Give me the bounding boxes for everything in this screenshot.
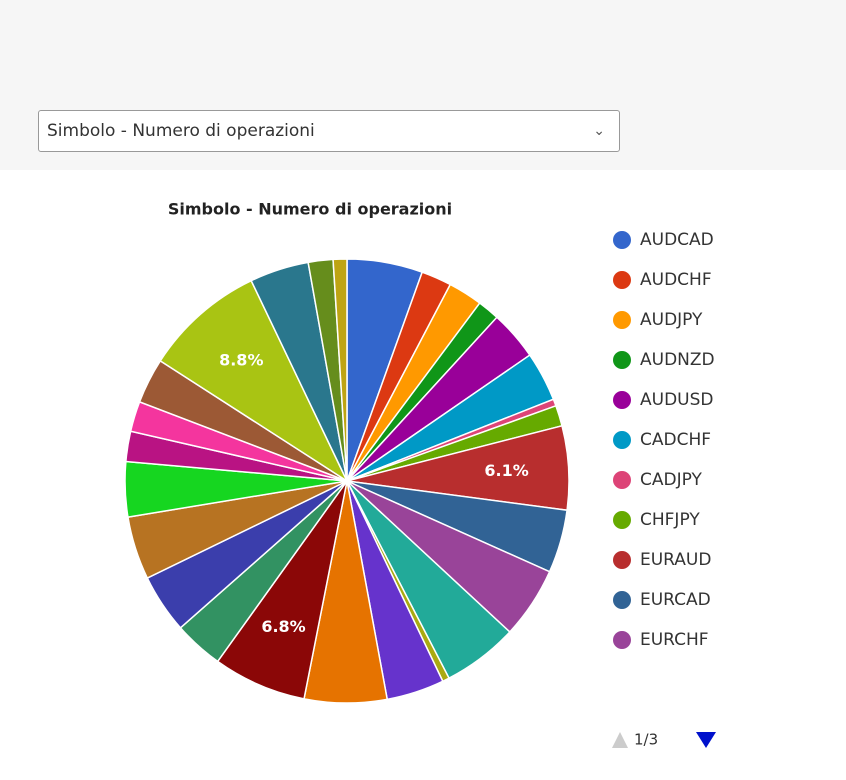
legend-page: 1/3 (634, 731, 658, 749)
legend-swatch (613, 591, 631, 609)
dropdown-arrow: ⌄ (593, 123, 605, 139)
pie-slice (159, 279, 349, 484)
chart: Simbolo - Numero di operazioni 6.1% 6.8% 8… (124, 200, 716, 749)
legend-swatch (613, 311, 631, 329)
legend-next[interactable] (696, 732, 716, 748)
legend-swatch (613, 231, 631, 249)
slice-label: 6.8% (261, 617, 305, 636)
legend-label[interactable]: AUDJPY (640, 310, 703, 330)
legend-label[interactable]: CHFJPY (640, 510, 700, 530)
legend-label[interactable]: AUDNZD (640, 350, 715, 370)
chart-title: Simbolo - Numero di operazioni (168, 200, 452, 219)
legend-label[interactable]: AUDCHF (640, 270, 712, 290)
dropdown[interactable]: Simbolo - Numero di operazioni ⌄ (38, 110, 620, 152)
legend-swatch (613, 551, 631, 569)
legend-swatch (613, 351, 631, 369)
legend-swatch (613, 631, 631, 649)
legend-label[interactable]: EURCHF (640, 630, 709, 650)
slice-label: 6.1% (484, 461, 528, 480)
legend-swatch (613, 471, 631, 489)
pie-slice (332, 258, 348, 482)
legend-prev[interactable] (612, 732, 628, 748)
legend-label[interactable]: EURCAD (640, 590, 711, 610)
legend-label[interactable]: CADCHF (640, 430, 711, 450)
dropdown-text: Simbolo - Numero di operazioni (47, 121, 315, 141)
legend-swatch (613, 511, 631, 529)
legend-label[interactable]: AUDUSD (640, 390, 714, 410)
legend-swatch (613, 391, 631, 409)
legend-label[interactable]: CADJPY (640, 470, 702, 490)
legend-label[interactable]: EURAUD (640, 550, 711, 570)
slice-label: 8.8% (219, 351, 263, 370)
legend-swatch (613, 431, 631, 449)
legend-swatch (613, 271, 631, 289)
legend-label[interactable]: AUDCAD (640, 230, 714, 250)
